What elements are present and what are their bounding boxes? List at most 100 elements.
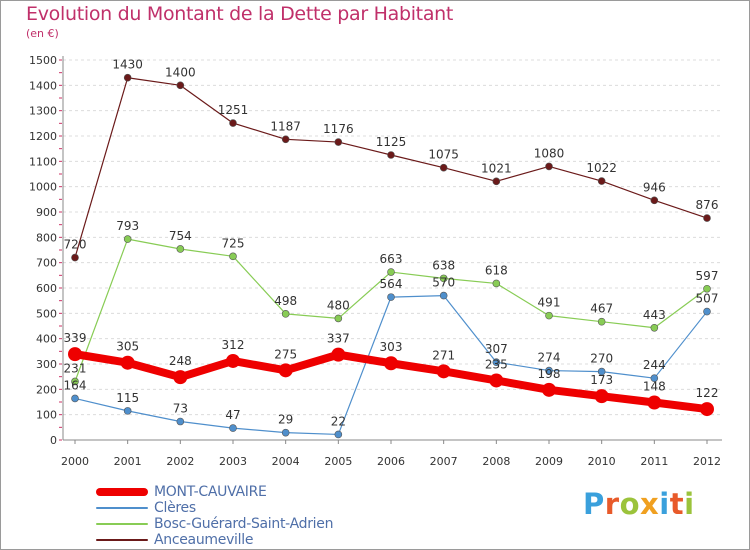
- data-point: [489, 373, 504, 388]
- x-tick-label: 2002: [166, 455, 194, 468]
- data-point: [597, 177, 606, 185]
- legend-swatch: [96, 488, 148, 496]
- data-point: [281, 310, 290, 318]
- data-point: [703, 307, 711, 316]
- data-label: 1251: [218, 103, 249, 117]
- logo-letter: i: [659, 487, 670, 521]
- data-label: 564: [380, 277, 403, 291]
- data-label: 1430: [112, 58, 143, 72]
- legend-item: MONT-CAUVAIRE: [96, 484, 333, 500]
- legend-label: Bosc-Guérard-Saint-Adrien: [154, 516, 334, 532]
- legend-item: Bosc-Guérard-Saint-Adrien: [96, 516, 333, 532]
- data-point: [226, 353, 240, 368]
- data-label: 270: [590, 352, 613, 366]
- proxiti-logo: Proxiti: [583, 487, 695, 521]
- data-label: 1075: [428, 148, 459, 162]
- legend-swatch: [96, 507, 148, 509]
- data-label: 29: [278, 413, 293, 427]
- data-label: 303: [380, 340, 403, 354]
- data-label: 1187: [270, 119, 301, 133]
- data-point: [384, 356, 398, 371]
- data-label: 1400: [165, 65, 196, 79]
- data-label: 663: [380, 252, 403, 266]
- data-label: 275: [274, 347, 297, 361]
- x-tick-label: 2006: [377, 455, 405, 468]
- data-point: [387, 268, 395, 276]
- x-tick-label: 2008: [482, 455, 510, 468]
- data-point: [176, 417, 185, 426]
- legend-item: Clères: [96, 500, 333, 516]
- data-point: [703, 214, 711, 222]
- data-label: 339: [64, 331, 87, 345]
- legend-item: Anceaumeville: [96, 532, 333, 548]
- series-1: [71, 291, 711, 439]
- data-label: 467: [590, 302, 613, 316]
- data-label: 115: [116, 391, 139, 405]
- x-tick-label: 2001: [114, 455, 142, 468]
- data-labels: 720 1430 1400 1251 1187 1176 1125 1075 1021 1080 1…: [64, 58, 719, 429]
- data-point: [387, 293, 395, 301]
- data-point: [71, 394, 79, 403]
- data-label: 248: [169, 354, 192, 368]
- chart-title: Evolution du Montant de la Dette par Hab…: [26, 3, 454, 25]
- data-point: [650, 374, 659, 382]
- data-point: [123, 73, 132, 82]
- y-tick-label: 900: [36, 206, 57, 219]
- y-tick-label: 1400: [29, 79, 57, 92]
- logo-letter: i: [684, 487, 695, 521]
- y-tick-label: 700: [36, 257, 57, 270]
- data-point: [281, 428, 290, 437]
- data-point: [545, 366, 553, 375]
- data-label: 597: [696, 269, 719, 283]
- series-0: [68, 347, 714, 417]
- x-tick-label: 2010: [588, 455, 616, 468]
- data-point: [68, 347, 82, 362]
- series-2: [71, 235, 711, 386]
- data-label: 47: [225, 408, 240, 422]
- data-label: 720: [64, 238, 87, 252]
- data-label: 22: [331, 414, 346, 428]
- data-label: 271: [432, 348, 455, 362]
- y-tick-label: 500: [36, 307, 57, 320]
- data-label: 1125: [376, 135, 407, 149]
- y-tick-label: 200: [36, 383, 57, 396]
- legend-label: Anceaumeville: [154, 532, 254, 548]
- y-tick-label: 800: [36, 231, 57, 244]
- data-label: 148: [643, 380, 666, 394]
- data-label: 198: [538, 367, 561, 381]
- data-label: 480: [327, 298, 350, 312]
- data-label: 1080: [534, 146, 565, 160]
- data-point: [229, 424, 237, 432]
- data-point: [597, 367, 606, 376]
- data-label: 498: [274, 294, 297, 308]
- data-point: [123, 407, 132, 415]
- data-point: [700, 402, 714, 417]
- data-point: [439, 163, 448, 172]
- data-label: 725: [222, 236, 245, 250]
- data-label: 337: [327, 332, 350, 346]
- data-label: 231: [64, 361, 87, 375]
- data-label: 507: [696, 292, 719, 306]
- data-point: [334, 430, 343, 439]
- data-point: [545, 162, 553, 171]
- y-tick-label: 1000: [29, 181, 57, 194]
- x-tick-label: 2011: [640, 455, 668, 468]
- data-label: 1022: [586, 161, 617, 175]
- data-point: [334, 138, 343, 146]
- series-3: [71, 73, 711, 262]
- data-point: [229, 119, 237, 127]
- x-tick-label: 2003: [219, 455, 247, 468]
- grid-lines: [63, 59, 722, 441]
- y-tick-label: 100: [36, 409, 57, 422]
- data-point: [123, 235, 132, 243]
- logo-letter: P: [583, 487, 605, 521]
- axes: 0 100 200 300 400 500 600 700 800 900 1000 1100 1200…: [29, 54, 722, 468]
- data-label: 618: [485, 263, 508, 277]
- data-point: [281, 135, 290, 144]
- data-label: 443: [643, 308, 666, 322]
- legend-swatch: [96, 539, 148, 541]
- data-point: [71, 377, 79, 386]
- data-label: 305: [116, 340, 139, 354]
- data-label: 491: [538, 296, 561, 310]
- data-point: [492, 177, 501, 186]
